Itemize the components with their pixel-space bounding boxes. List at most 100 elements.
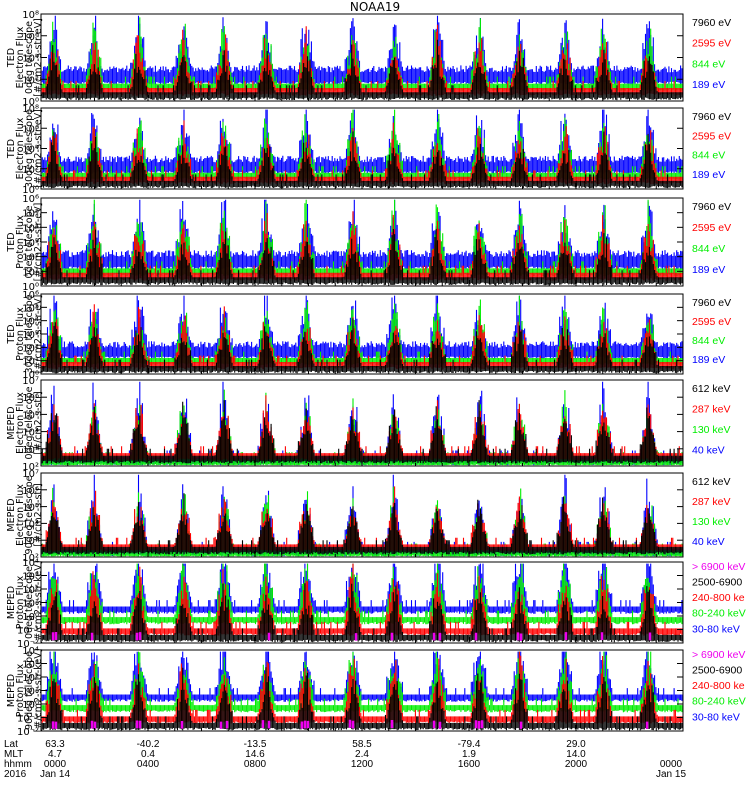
- y-tick-label: 10⁸: [22, 104, 39, 115]
- svg-text:0deg telescope: 0deg telescope: [24, 21, 35, 94]
- x-tick-hhmm: 0400: [137, 759, 160, 770]
- y-tick-label: 10³: [22, 238, 39, 249]
- x-tick-lat: -79.4: [458, 739, 481, 750]
- svg-text:[#/cm2-s-str-eV]: [#/cm2-s-str-eV]: [33, 295, 44, 374]
- svg-text:0deg telescope: 0deg telescope: [24, 566, 35, 639]
- x-tick-hhmm: 0800: [244, 759, 267, 770]
- legend-entry: 287 keV: [692, 403, 731, 415]
- legend-entry: 80-240 keV: [692, 608, 746, 620]
- legend-entry: > 6900 keV: [692, 649, 745, 661]
- y-tick-label: 10⁴: [22, 317, 39, 328]
- svg-text:MEPED: MEPED: [6, 498, 17, 531]
- x-tick-mlt: 1.9: [462, 749, 476, 760]
- series-black-5: [41, 400, 683, 464]
- y-tick-label: 10²: [22, 253, 39, 264]
- y-tick-label: 10⁵: [22, 503, 39, 514]
- y-tick-label: 10⁴: [22, 428, 39, 439]
- svg-text:[#/cm2-s-str]: [#/cm2-s-str]: [33, 483, 44, 546]
- y-tick-label: 10⁴: [22, 558, 39, 569]
- y-tick-label: 10²: [22, 462, 39, 473]
- svg-text:0deg telescope: 0deg telescope: [24, 386, 35, 459]
- legend-entry: 30-80 keV: [692, 623, 740, 635]
- x-row-label: hhmm: [4, 759, 32, 770]
- y-tick-label: 10⁶: [22, 124, 39, 135]
- y-tick-label: 10³: [22, 536, 39, 547]
- legend-entry: 612 keV: [692, 476, 731, 488]
- svg-text:Electron Flux: Electron Flux: [15, 117, 26, 179]
- x-tick-mlt: 14.0: [566, 749, 586, 760]
- legend-entry: 240-800 ke: [692, 680, 745, 692]
- y-tick-label: 10¹: [22, 267, 39, 278]
- x-tick-mlt: 2.4: [355, 749, 369, 760]
- y-tick-label: 10²: [22, 75, 39, 86]
- svg-text:90deg telescope: 90deg telescope: [24, 475, 35, 554]
- y-tick-label: 10⁴: [22, 223, 39, 234]
- x-tick-lat: 29.0: [566, 739, 586, 750]
- legend-entry: 844 eV: [692, 150, 725, 162]
- svg-text:TED: TED: [6, 139, 17, 159]
- svg-text:MEPED: MEPED: [6, 674, 17, 707]
- y-tick-label: 10⁸: [22, 10, 39, 21]
- legend-entry: 844 eV: [692, 58, 725, 70]
- series-magenta-8: [51, 719, 649, 729]
- y-tick-label: 10⁴: [22, 646, 39, 657]
- svg-text:TED: TED: [6, 232, 17, 252]
- legend-entry: 2595 eV: [692, 38, 731, 50]
- x-tick-mlt: 4.7: [48, 749, 62, 760]
- y-tick-label: 10²: [22, 585, 39, 596]
- x-row-label: Lat: [4, 739, 18, 750]
- svg-text:Proton Flux: Proton Flux: [15, 663, 26, 717]
- x-tick-hhmm: 0000: [660, 759, 683, 770]
- y-tick-label: 10⁶: [22, 393, 39, 404]
- y-tick-label: 10⁻²: [17, 727, 39, 738]
- y-tick-label: 10⁴: [22, 145, 39, 156]
- series-black-6: [41, 493, 683, 555]
- svg-text:TED: TED: [6, 48, 17, 68]
- svg-text:[#/cm2-s-str-keV]: [#/cm2-s-str-keV]: [33, 561, 44, 645]
- svg-text:[#/cm2-s-str-eV]: [#/cm2-s-str-eV]: [33, 109, 44, 188]
- legend-entry: 189 eV: [692, 79, 725, 91]
- y-tick-label: 10²: [22, 165, 39, 176]
- y-tick-label: 10⁰: [22, 185, 39, 196]
- svg-text:30deg telescope: 30deg telescope: [24, 294, 35, 373]
- legend-entry: > 6900 keV: [692, 561, 745, 573]
- y-tick-label: 10²: [22, 673, 39, 684]
- svg-text:90deg telescope: 90deg telescope: [24, 651, 35, 730]
- y-tick-label: 10⁰: [22, 612, 39, 623]
- svg-text:[#/cm2-s-str-keV]: [#/cm2-s-str-keV]: [33, 649, 44, 733]
- legend-entry: 30-80 keV: [692, 711, 740, 723]
- x-tick-lat: 63.3: [45, 739, 65, 750]
- legend-entry: 7960 eV: [692, 111, 731, 123]
- y-tick-label: 10⁷: [22, 376, 39, 387]
- svg-text:[#/cm2-s-str-eV]: [#/cm2-s-str-eV]: [33, 18, 44, 97]
- y-tick-label: 10⁵: [22, 303, 39, 314]
- x-tick-hhmm: 1600: [458, 759, 481, 770]
- chart-title: NOAA19: [349, 0, 401, 14]
- y-tick-label: 10⁰: [22, 370, 39, 381]
- y-tick-label: 10⁰: [22, 700, 39, 711]
- legend-entry: 2595 eV: [692, 316, 731, 328]
- x-row-label: MLT: [4, 749, 23, 760]
- y-tick-label: 10⁶: [22, 32, 39, 43]
- legend-entry: 189 eV: [692, 354, 725, 366]
- svg-text:Electron Flux: Electron Flux: [15, 392, 26, 454]
- y-tick-label: 10²: [22, 343, 39, 354]
- legend-entry: 7960 eV: [692, 201, 731, 213]
- x-row-label: 2016: [4, 769, 27, 780]
- x-tick-lat: -13.5: [244, 739, 267, 750]
